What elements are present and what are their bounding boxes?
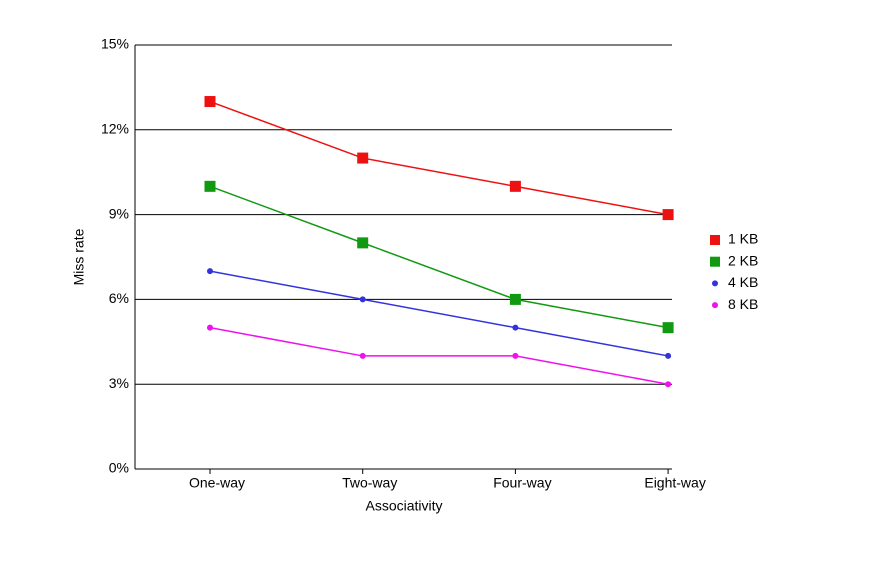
- x-tick-label: One-way: [189, 475, 245, 491]
- data-point: [207, 268, 213, 275]
- y-tick-label: 12%: [101, 121, 129, 137]
- data-point: [662, 322, 674, 334]
- legend-label: 2 KB: [728, 252, 758, 268]
- data-point: [204, 96, 216, 108]
- x-tick-label: Four-way: [493, 475, 551, 491]
- x-tick-label: Eight-way: [644, 475, 705, 491]
- y-tick-label: 6%: [109, 290, 129, 306]
- x-tick-label: Two-way: [342, 475, 397, 491]
- data-point: [662, 209, 674, 221]
- series-line: [209, 326, 669, 385]
- legend-label: 8 KB: [728, 296, 758, 312]
- legend-label: 1 KB: [728, 231, 758, 247]
- data-point: [665, 352, 672, 359]
- data-point: [512, 324, 519, 331]
- data-point: [359, 296, 366, 303]
- data-point: [204, 180, 216, 192]
- data-point: [512, 352, 519, 359]
- data-point: [665, 381, 672, 388]
- y-tick-label: 15%: [101, 36, 129, 52]
- legend-swatch: [712, 280, 718, 287]
- data-point: [509, 293, 521, 305]
- data-point: [359, 352, 366, 359]
- y-tick-label: 3%: [109, 375, 129, 391]
- data-point: [357, 237, 369, 249]
- data-point: [207, 324, 213, 331]
- legend-label: 4 KB: [728, 274, 758, 290]
- y-tick-label: 0%: [109, 460, 129, 476]
- series-line: [209, 185, 669, 329]
- legend-swatch: [712, 302, 718, 309]
- series-line: [209, 270, 669, 357]
- data-point: [357, 152, 369, 164]
- y-axis-label: Miss rate: [71, 228, 87, 285]
- x-axis-label: Associativity: [365, 498, 442, 514]
- legend-swatch: [710, 235, 720, 245]
- y-tick-label: 9%: [109, 205, 129, 221]
- data-point: [509, 180, 521, 192]
- legend-swatch: [710, 256, 720, 267]
- series-line: [209, 100, 669, 216]
